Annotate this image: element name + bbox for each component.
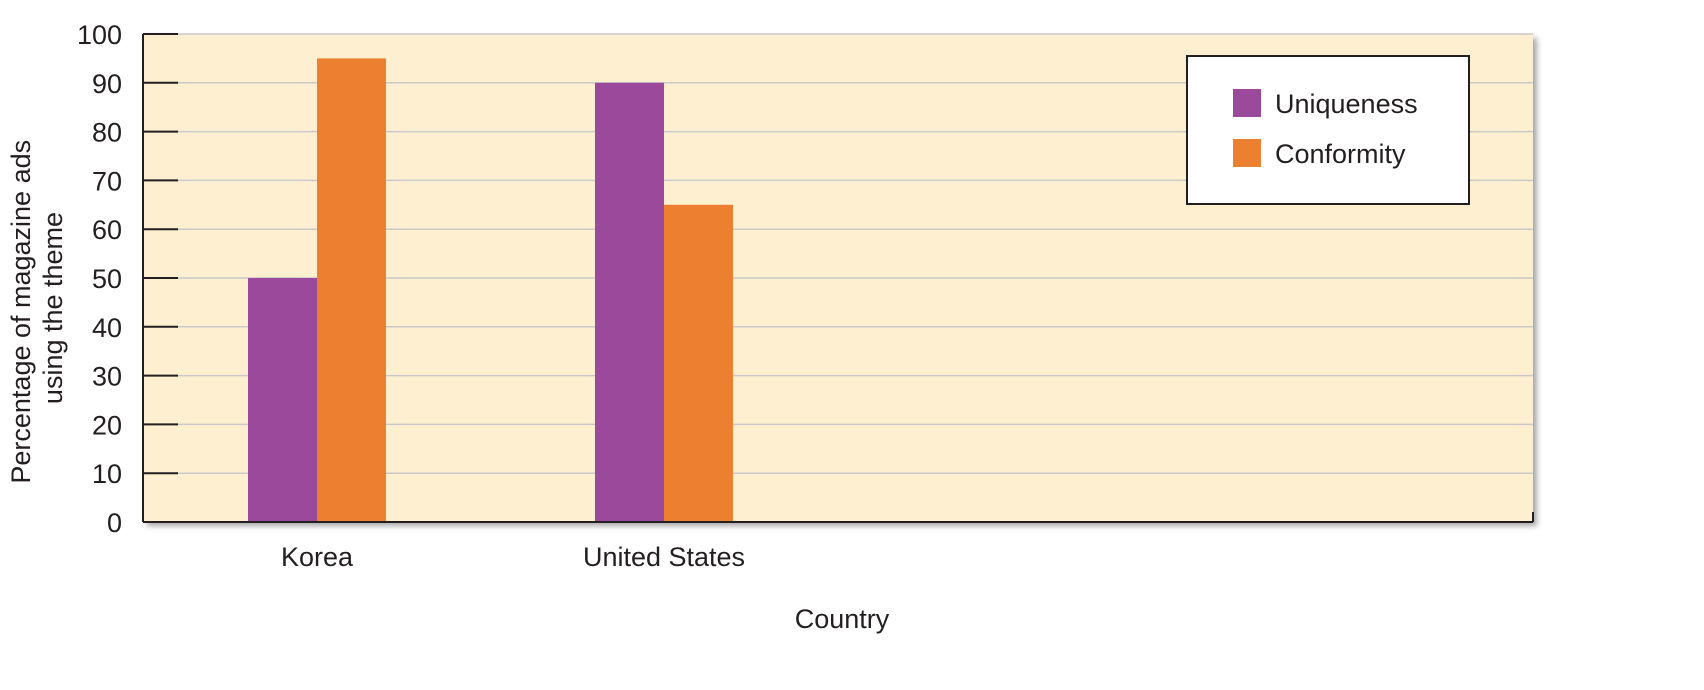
- x-tick-label-korea: Korea: [281, 542, 354, 572]
- y-axis-title-line-1: Percentage of magazine ads: [6, 140, 36, 484]
- y-axis-title-line-2: using the theme: [38, 212, 68, 404]
- y-tick-label-50: 50: [92, 264, 122, 294]
- y-tick-label-30: 30: [92, 362, 122, 392]
- y-tick-label-10: 10: [92, 459, 122, 489]
- y-axis-title: Percentage of magazine ads using the the…: [6, 132, 68, 483]
- y-tick-label-90: 90: [92, 69, 122, 99]
- y-tick-label-40: 40: [92, 313, 122, 343]
- legend-swatch-uniqueness: [1233, 89, 1261, 117]
- legend-box: [1186, 55, 1470, 205]
- x-tick-labels: Korea United States: [281, 542, 745, 572]
- legend-label-uniqueness: Uniqueness: [1275, 89, 1418, 119]
- x-axis-title: Country: [795, 604, 890, 634]
- y-tick-label-70: 70: [92, 166, 122, 196]
- y-tick-label-0: 0: [107, 508, 122, 538]
- y-tick-labels: 0 10 20 30 40 50 60 70 80 90 100: [77, 20, 122, 538]
- legend-swatch-conformity: [1233, 139, 1261, 167]
- bar-korea-conformity: [317, 58, 386, 523]
- bars: [248, 58, 733, 523]
- legend-label-conformity: Conformity: [1275, 139, 1406, 169]
- bar-korea-uniqueness: [248, 278, 317, 522]
- y-tick-label-80: 80: [92, 118, 122, 148]
- x-tick-label-united-states: United States: [583, 542, 745, 572]
- bar-united-states-conformity: [664, 204, 733, 523]
- y-tick-label-100: 100: [77, 20, 122, 50]
- y-tick-label-60: 60: [92, 215, 122, 245]
- legend: Uniqueness Conformity: [1186, 55, 1470, 205]
- bar-united-states-uniqueness: [595, 82, 664, 523]
- y-tick-label-20: 20: [92, 410, 122, 440]
- axes: [142, 33, 1534, 523]
